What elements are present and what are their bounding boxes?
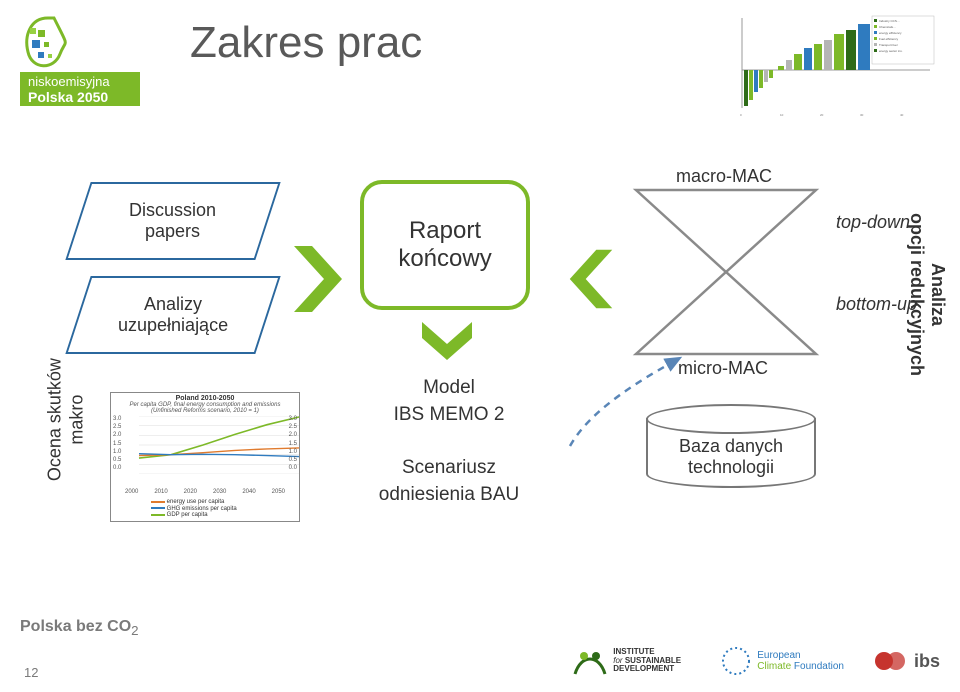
label-bottom-up: bottom-up — [836, 294, 917, 315]
db-label: Baza danych technologii — [646, 436, 816, 478]
box-scenariusz: Scenariusz odniesienia BAU — [340, 452, 558, 512]
chevron-left-icon — [568, 246, 614, 312]
svg-text:10: 10 — [780, 113, 784, 117]
box-analizy-label: Analizy uzupełniające — [118, 294, 228, 336]
label-top-down: top-down — [836, 212, 910, 233]
mac-curve-thumbnail: Industry CCS… Chemicals… energy efficien… — [720, 10, 940, 120]
page-title: Zakres prac — [190, 18, 422, 68]
box-discussion: Discussion papers — [65, 182, 280, 260]
raport-label: Raport końcowy — [398, 217, 491, 273]
svg-text:40: 40 — [900, 113, 904, 117]
label-analiza: Analiza opcji redukcyjnych — [906, 210, 948, 380]
svg-text:20: 20 — [820, 113, 824, 117]
svg-text:30: 30 — [860, 113, 864, 117]
box-analizy: Analizy uzupełniające — [65, 276, 280, 354]
logo-text-bottom: Polska 2050 — [28, 89, 108, 105]
scenariusz-label: Scenariusz odniesienia BAU — [379, 455, 519, 508]
legend-energy: energy use per capita — [167, 499, 225, 505]
logo-ecf: EuropeanClimate Foundation — [721, 646, 844, 676]
svg-text:Chemicals…: Chemicals… — [879, 25, 896, 29]
logo-ibs: ibs — [874, 646, 940, 676]
logo-text-top: niskoemisyjna — [28, 74, 110, 89]
chart-title: Poland 2010-2050 — [111, 395, 299, 402]
svg-text:energy sector inv.: energy sector inv. — [879, 49, 903, 53]
page-number: 12 — [24, 665, 38, 680]
model-label: Model IBS MEMO 2 — [394, 375, 505, 428]
legend-gdp: GDP per capita — [167, 512, 208, 518]
footer-tag: Polska bez CO2 — [20, 618, 139, 635]
chevron-right-icon — [292, 244, 344, 314]
chevron-down-icon — [420, 320, 474, 362]
logo: niskoemisyjna Polska 2050 — [20, 10, 170, 125]
legend-ghg: GHG emissions per capita — [167, 506, 237, 512]
logo-isd: INSTITUTEfor SUSTAINABLEDEVELOPMENT — [573, 644, 691, 678]
mini-chart: Poland 2010-2050 Per capita GDP, final e… — [110, 392, 300, 522]
svg-text:Fuel efficiency: Fuel efficiency — [879, 37, 899, 41]
mac-hourglass — [626, 172, 826, 372]
box-raport: Raport końcowy — [360, 180, 530, 310]
svg-text:Industry CCS…: Industry CCS… — [879, 19, 900, 23]
svg-text:Transport fuel: Transport fuel — [879, 43, 898, 47]
box-discussion-label: Discussion papers — [129, 200, 216, 242]
label-macro-mac: macro-MAC — [676, 166, 772, 187]
label-ocena: Ocena skutków makro — [44, 350, 87, 490]
box-model: Model IBS MEMO 2 — [340, 372, 558, 432]
chart-sub2: (Unfinished Reforms scenario, 2010 = 1) — [111, 408, 299, 414]
svg-text:energy efficiency: energy efficiency — [879, 31, 902, 35]
footer-logos: INSTITUTEfor SUSTAINABLEDEVELOPMENT Euro… — [573, 644, 940, 678]
db-baza: Baza danych technologii — [646, 418, 816, 478]
